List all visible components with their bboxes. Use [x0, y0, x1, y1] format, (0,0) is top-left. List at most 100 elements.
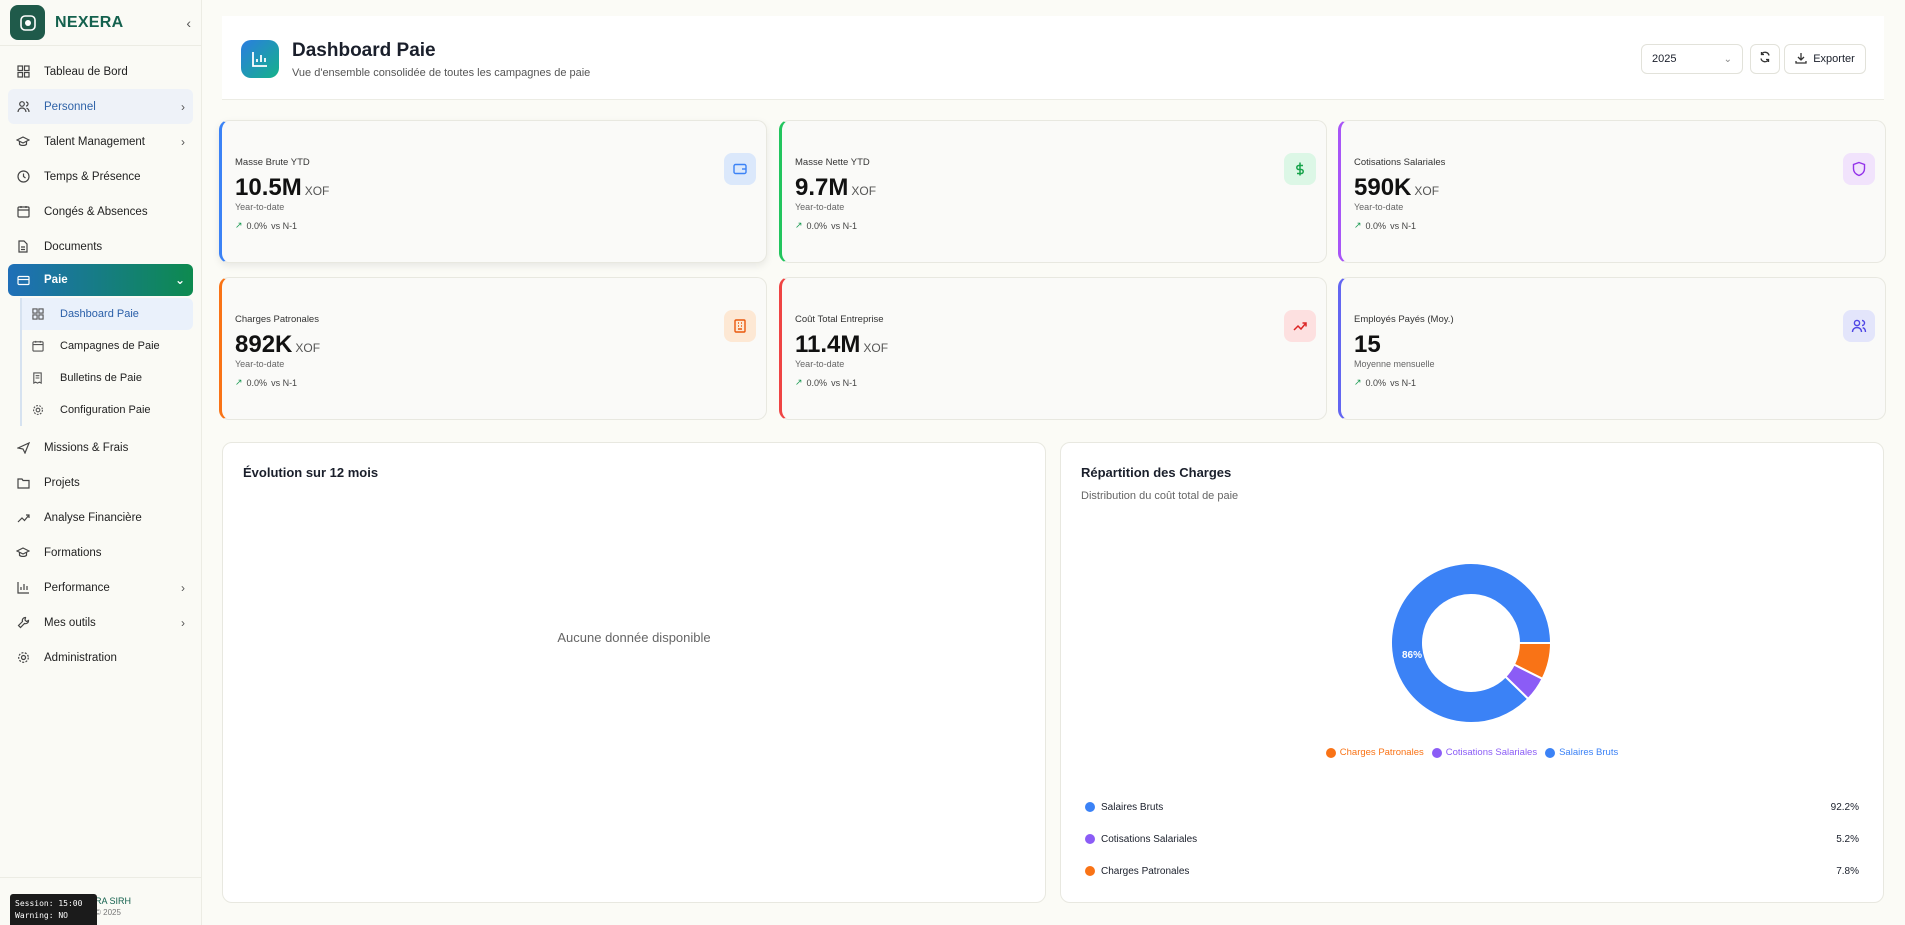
sidebar-item-label: Performance — [44, 581, 110, 594]
grid-icon — [16, 65, 30, 79]
legend-item-cotisations-salariales[interactable]: Cotisations Salariales — [1431, 747, 1537, 758]
sidebar-subitem-bulletins-de-paie[interactable]: Bulletins de Paie — [22, 362, 193, 394]
sidebar-item-label: Missions & Frais — [44, 441, 129, 454]
kpi-unit: XOF — [304, 184, 330, 198]
page-title: Dashboard Paie — [292, 40, 436, 61]
gear-icon — [16, 651, 30, 665]
wallet-icon — [724, 153, 756, 185]
chevron-right-icon: › — [181, 134, 185, 149]
sidebar-item-administration[interactable]: Administration — [8, 640, 193, 675]
wrench-icon — [16, 616, 30, 630]
trend-up-icon: ↗ — [795, 220, 803, 230]
sidebar-item-label: Paie — [44, 274, 68, 286]
sidebar-item-personnel[interactable]: Personnel › — [8, 89, 193, 124]
session-warning-line: Warning: NO — [15, 911, 68, 920]
sidebar-item-paie[interactable]: Paie ⌄ — [8, 264, 193, 296]
kpi-sub: Year-to-date — [795, 359, 845, 369]
footer-brand: RA SIRH — [95, 896, 132, 906]
sidebar-subitem-label: Configuration Paie — [60, 404, 151, 416]
legend-dot — [1325, 747, 1336, 758]
year-select[interactable]: 2025 ⌄ — [1641, 44, 1743, 74]
sidebar-item-projets[interactable]: Projets — [8, 465, 193, 500]
bar-chart-icon — [16, 581, 30, 595]
session-debug-overlay: Session: 15:00 Warning: NO — [10, 894, 97, 925]
kpi-value: 11.4M XOF — [795, 331, 889, 358]
sidebar-item-analyse-financiere[interactable]: Analyse Financière — [8, 500, 193, 535]
kpi-unit: XOF — [295, 341, 321, 355]
kpi-value: 892K XOF — [235, 331, 321, 358]
distribution-row-charges-patronales: Charges Patronales 7.8% — [1085, 861, 1859, 881]
kpi-card-charges-patronales[interactable]: Charges Patronales 892K XOF Year-to-date … — [219, 277, 767, 420]
trend-up-icon: ↗ — [1354, 377, 1362, 387]
shield-icon — [1843, 153, 1875, 185]
trend-up-icon: ↗ — [1354, 220, 1362, 230]
collapse-sidebar-icon[interactable]: ‹ — [186, 14, 191, 31]
sidebar-item-label: Mes outils — [44, 616, 96, 629]
credit-card-icon — [16, 273, 30, 287]
sidebar-item-talent-management[interactable]: Talent Management › — [8, 124, 193, 159]
kpi-label: Charges Patronales — [235, 314, 319, 325]
kpi-label: Coût Total Entreprise — [795, 314, 884, 325]
footer-copyright: © 2025 — [95, 908, 121, 917]
sidebar-subitem-dashboard-paie[interactable]: Dashboard Paie — [22, 298, 193, 330]
repartition-title: Répartition des Charges — [1081, 465, 1232, 480]
kpi-unit: XOF — [851, 184, 877, 198]
refresh-icon — [1759, 50, 1771, 68]
kpi-label: Employés Payés (Moy.) — [1354, 314, 1454, 325]
kpi-card-employes-payes[interactable]: Employés Payés (Moy.) 15 Moyenne mensuel… — [1338, 277, 1886, 420]
kpi-trend: ↗ 0.0% vs N-1 — [795, 377, 858, 388]
export-button[interactable]: Exporter — [1784, 44, 1866, 74]
building-icon — [724, 310, 756, 342]
plane-icon — [16, 441, 30, 455]
evolution-panel: Évolution sur 12 mois Aucune donnée disp… — [222, 442, 1046, 903]
kpi-card-cotisations[interactable]: Cotisations Salariales 590K XOF Year-to-d… — [1338, 120, 1886, 263]
kpi-sub: Moyenne mensuelle — [1354, 359, 1435, 369]
refresh-button[interactable] — [1750, 44, 1780, 74]
sidebar-nav: Tableau de Bord Personnel › Talent Manag… — [0, 46, 201, 675]
sidebar-item-missions-frais[interactable]: Missions & Frais — [8, 430, 193, 465]
document-icon — [16, 240, 30, 254]
trend-up-icon: ↗ — [235, 377, 243, 387]
download-icon — [1795, 52, 1807, 67]
chevron-right-icon: › — [181, 615, 185, 630]
row-pct: 5.2% — [1836, 833, 1859, 845]
gear-icon — [32, 403, 46, 417]
sidebar-item-temps-presence[interactable]: Temps & Présence — [8, 159, 193, 194]
sidebar-item-mes-outils[interactable]: Mes outils › — [8, 605, 193, 640]
donut-slice-cotisations-salariales[interactable] — [1503, 663, 1544, 701]
slice-label-salaires: 86% — [1402, 650, 1422, 661]
sidebar-item-documents[interactable]: Documents — [8, 229, 193, 264]
sidebar-subitem-configuration-paie[interactable]: Configuration Paie — [22, 394, 193, 426]
kpi-sub: Year-to-date — [235, 359, 285, 369]
sidebar-item-tableau-de-bord[interactable]: Tableau de Bord — [8, 54, 193, 89]
row-pct: 7.8% — [1836, 865, 1859, 877]
sidebar-item-performance[interactable]: Performance › — [8, 570, 193, 605]
kpi-card-cout-total[interactable]: Coût Total Entreprise 11.4M XOF Year-to-d… — [779, 277, 1327, 420]
row-dot — [1085, 866, 1095, 876]
kpi-label: Cotisations Salariales — [1354, 157, 1446, 168]
kpi-card-masse-nette[interactable]: Masse Nette YTD 9.7M XOF Year-to-date ↗ 0.… — [779, 120, 1327, 263]
row-name: Cotisations Salariales — [1101, 833, 1198, 845]
chevron-down-icon: ⌄ — [174, 273, 185, 287]
sidebar-item-formations[interactable]: Formations — [8, 535, 193, 570]
chevron-right-icon: › — [181, 580, 185, 595]
sidebar-item-label: Projets — [44, 476, 80, 489]
sidebar-subitem-campagnes-de-paie[interactable]: Campagnes de Paie — [22, 330, 193, 362]
kpi-card-masse-brute[interactable]: Masse Brute YTD 10.5M XOF Year-to-date ↗ 0… — [219, 120, 767, 263]
legend-item-salaires-bruts[interactable]: Salaires Bruts — [1545, 747, 1618, 758]
kpi-value: 10.5M XOF — [235, 174, 330, 201]
folder-icon — [16, 476, 30, 490]
bar-chart-icon — [241, 40, 279, 78]
kpi-sub: Year-to-date — [795, 202, 845, 212]
graduation-cap-icon — [16, 135, 30, 149]
row-name: Salaires Bruts — [1101, 801, 1164, 813]
kpi-trend: ↗ 0.0% vs N-1 — [795, 220, 858, 231]
sidebar-item-conges-absences[interactable]: Congés & Absences — [8, 194, 193, 229]
distribution-row-cotisations-salariales: Cotisations Salariales 5.2% — [1085, 829, 1859, 849]
legend-item-charges-patronales[interactable]: Charges Patronales — [1325, 747, 1424, 758]
sidebar-item-label: Analyse Financière — [44, 511, 142, 524]
legend-dot — [1431, 747, 1442, 758]
row-name: Charges Patronales — [1101, 865, 1190, 877]
kpi-trend: ↗ 0.0% vs N-1 — [235, 220, 298, 231]
chevron-down-icon: ⌄ — [1723, 53, 1732, 65]
